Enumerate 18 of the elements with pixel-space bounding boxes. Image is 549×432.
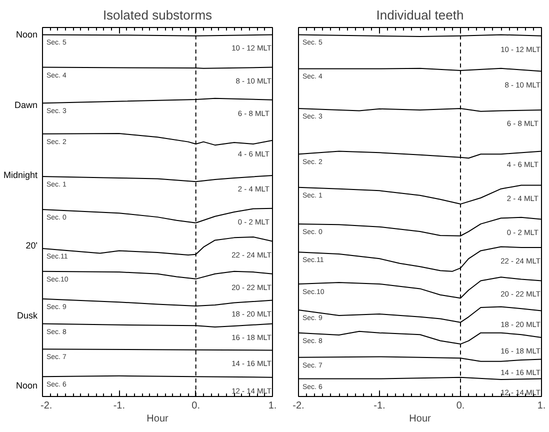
x-tick-label: -2. (40, 400, 52, 412)
x-tick-label: 0. (456, 400, 465, 412)
x-axis-title: Hour (409, 414, 432, 424)
text: Dusk (16, 310, 38, 320)
x-axis-title: Hour (146, 414, 170, 424)
text: Dawn (14, 100, 38, 110)
x-tick-label: -2. (292, 400, 304, 412)
x-tick-label: 1. (268, 400, 277, 412)
text: 20' (26, 240, 38, 250)
x-tick-label: 0. (192, 400, 200, 412)
x-tick-label: -1. (113, 400, 126, 412)
text: Noon (16, 30, 38, 40)
chart-title: Individual teeth (376, 8, 464, 22)
text: Midnight (3, 170, 38, 180)
x-tick-label: -1. (374, 400, 386, 412)
chart-title: Isolated substorms (102, 8, 213, 22)
text: Noon (16, 380, 38, 391)
x-tick-label: 1. (537, 400, 546, 412)
